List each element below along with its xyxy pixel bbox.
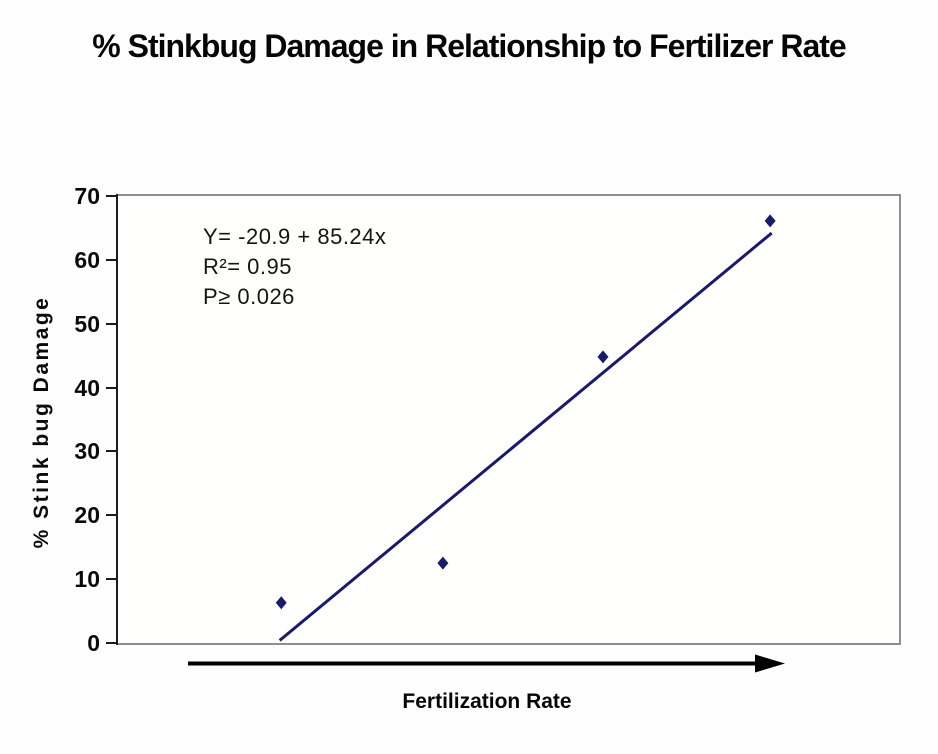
y-tick-label: 60	[74, 246, 100, 273]
y-axis-line	[116, 194, 118, 645]
x-axis-title: Fertilization Rate	[402, 690, 572, 713]
data-point	[275, 596, 287, 610]
r-squared-value: R²= 0.95	[203, 254, 292, 279]
y-tick-mark	[106, 642, 116, 644]
y-tick-label: 20	[74, 502, 100, 529]
data-point	[597, 350, 609, 364]
y-tick-mark	[106, 514, 116, 517]
chart-title: % Stinkbug Damage in Relationship to Fer…	[92, 28, 846, 64]
x-axis-arrowhead-icon	[755, 654, 785, 673]
y-tick-label: 10	[74, 566, 100, 593]
data-point	[764, 214, 776, 228]
y-tick-label: 50	[74, 310, 100, 337]
y-tick-mark	[106, 322, 116, 325]
y-tick-mark	[106, 578, 116, 581]
y-tick-label: 0	[87, 630, 100, 656]
trend-line	[278, 231, 773, 642]
y-tick-mark	[106, 386, 116, 389]
y-tick-label: 70	[74, 183, 100, 209]
y-tick-mark	[106, 195, 116, 197]
y-tick-mark	[106, 450, 116, 453]
data-point	[437, 556, 449, 570]
x-axis-arrow	[188, 654, 785, 673]
regression-annotation: Y= -20.9 + 85.24x R²= 0.95 P≥ 0.026	[203, 222, 386, 312]
y-tick-label: 40	[74, 374, 100, 401]
p-value: P≥ 0.026	[203, 284, 295, 309]
scatter-plot	[275, 214, 776, 642]
regression-equation: Y= -20.9 + 85.24x	[203, 224, 387, 249]
plot-area	[116, 194, 901, 645]
y-tick-label: 30	[74, 438, 100, 465]
y-tick-mark	[106, 258, 116, 261]
